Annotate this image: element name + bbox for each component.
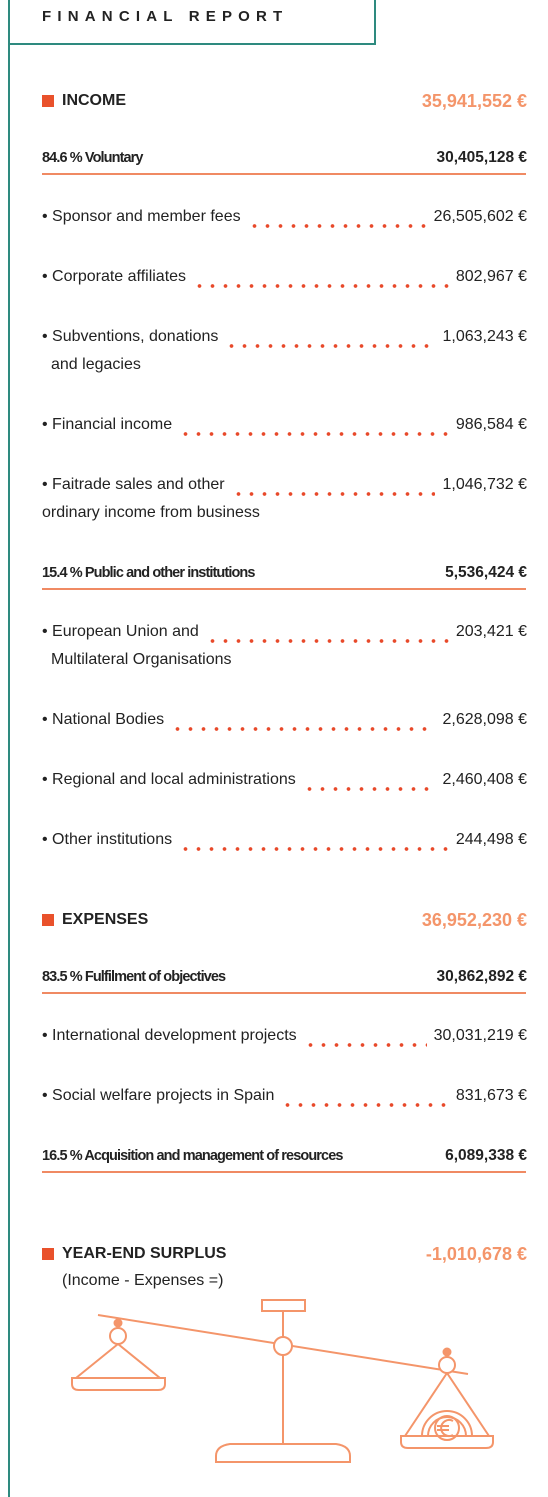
- section-marker: [42, 914, 54, 926]
- item-row: • Corporate affiliates 802,967 €: [42, 265, 527, 289]
- item-row: • Regional and local administrations 2,46…: [42, 768, 527, 792]
- item-amount: 30,031,219 €: [433, 1027, 527, 1044]
- page-border: [0, 0, 10, 1497]
- dot-leader: [193, 265, 449, 289]
- item-amount: 2,460,408 €: [442, 771, 527, 788]
- item-row: • Other institutions 244,498 €: [42, 828, 527, 852]
- section-total: 36,952,230 €: [421, 910, 527, 930]
- group-underline: [42, 173, 526, 175]
- header-title: FINANCIAL REPORT: [42, 8, 289, 25]
- item-label-line: Multilateral Organisations: [51, 651, 232, 668]
- item-label: • International development projects: [42, 1027, 297, 1044]
- item-label-line: ordinary income from business: [42, 504, 260, 521]
- group-underline: [42, 1171, 526, 1173]
- item-amount: 1,046,732 €: [442, 476, 527, 493]
- item-row: • Social welfare projects in Spain 831,67…: [42, 1084, 527, 1108]
- group-row: 15.4 % Public and other institutions 5,53…: [42, 561, 527, 585]
- item-label: • Corporate affiliates: [42, 268, 187, 285]
- item-amount: 26,505,602 €: [433, 208, 527, 225]
- item-label: • National Bodies: [42, 711, 165, 728]
- header-box: [8, 0, 376, 45]
- group-amount: 30,862,892 €: [436, 968, 527, 985]
- group-label: 84.6 % Voluntary: [42, 150, 143, 166]
- group-amount: 30,405,128 €: [436, 149, 527, 166]
- dot-leader: [179, 828, 449, 852]
- group-underline: [42, 588, 526, 590]
- item-label: • Sponsor and member fees: [42, 208, 241, 225]
- section-marker: [42, 1248, 54, 1260]
- group-row: 83.5 % Fulfilment of objectives 30,862,89…: [42, 965, 527, 989]
- item-amount: 802,967 €: [455, 268, 527, 285]
- group-underline: [42, 992, 526, 994]
- item-row: • Sponsor and member fees 26,505,602 €: [42, 205, 527, 229]
- dot-leader: [302, 768, 436, 792]
- item-label-line: and legacies: [51, 356, 141, 373]
- group-amount: 6,089,338 €: [445, 1147, 527, 1164]
- item-row: • Faitrade sales and other 1,046,732 €: [42, 473, 527, 497]
- section-label: EXPENSES: [62, 911, 149, 928]
- item-amount: 203,421 €: [455, 623, 527, 640]
- item-amount: 244,498 €: [455, 831, 527, 848]
- item-label: • Subventions, donations: [42, 328, 219, 345]
- item-label: • Regional and local administrations: [42, 771, 296, 788]
- item-row: • Financial income 986,584 €: [42, 413, 527, 437]
- group-amount: 5,536,424 €: [445, 564, 527, 581]
- group-row: 84.6 % Voluntary 30,405,128 €: [42, 146, 527, 170]
- surplus-note: (Income - Expenses =): [62, 1272, 224, 1289]
- item-label: • Other institutions: [42, 831, 173, 848]
- dot-leader: [231, 473, 436, 497]
- group-label: 83.5 % Fulfilment of objectives: [42, 969, 226, 985]
- item-label: • Financial income: [42, 416, 173, 433]
- group-label: 16.5 % Acquisition and management of res…: [42, 1148, 343, 1164]
- section-total: 35,941,552 €: [421, 91, 527, 111]
- item-label: • European Union and: [42, 623, 199, 640]
- section-marker: [42, 95, 54, 107]
- section-label: YEAR-END SURPLUS: [62, 1245, 227, 1262]
- dot-leader: [281, 1084, 449, 1108]
- item-amount: 2,628,098 €: [442, 711, 527, 728]
- item-amount: 1,063,243 €: [442, 328, 527, 345]
- item-label: • Social welfare projects in Spain: [42, 1087, 275, 1104]
- item-row: • National Bodies 2,628,098 €: [42, 708, 527, 732]
- item-row: • European Union and 203,421 €: [42, 620, 527, 644]
- dot-leader: [171, 708, 436, 732]
- item-row: • Subventions, donations 1,063,243 €: [42, 325, 527, 349]
- dot-leader: [205, 620, 449, 644]
- group-label: 15.4 % Public and other institutions: [42, 565, 255, 581]
- dot-leader: [247, 205, 427, 229]
- section-total: -1,010,678 €: [425, 1244, 527, 1264]
- item-amount: 986,584 €: [455, 416, 527, 433]
- dot-leader: [225, 325, 436, 349]
- item-row: • International development projects 30,0…: [42, 1024, 527, 1048]
- group-row: 16.5 % Acquisition and management of res…: [42, 1144, 527, 1168]
- section-label: INCOME: [62, 92, 126, 109]
- item-label: • Faitrade sales and other: [42, 476, 225, 493]
- item-amount: 831,673 €: [455, 1087, 527, 1104]
- dot-leader: [179, 413, 449, 437]
- dot-leader: [303, 1024, 427, 1048]
